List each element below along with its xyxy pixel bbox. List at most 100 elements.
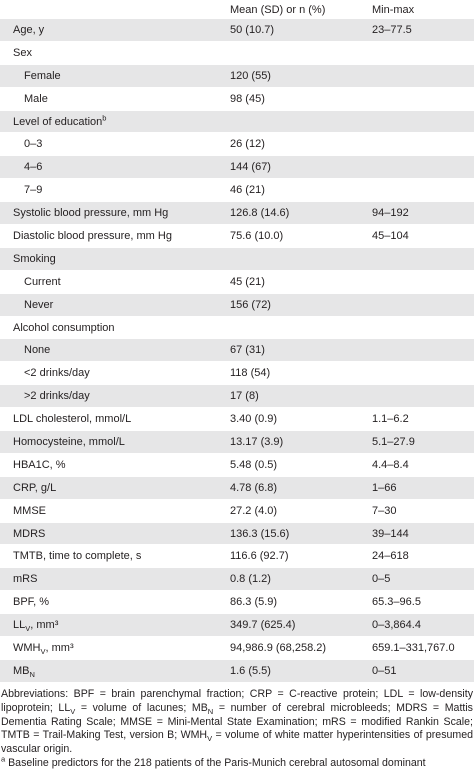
mean-cell: 26 (12)	[230, 138, 265, 151]
row-label: WMHV, mm³	[13, 641, 74, 657]
row-label: Male	[24, 93, 48, 105]
abbr-text: = volume of lacunes; MB	[75, 701, 208, 714]
row-label: Alcohol consumption	[13, 322, 115, 334]
table-row: TMTB, time to complete, s 116.6 (92.7) 24–…	[0, 544, 474, 567]
table-row: Level of educationb	[0, 109, 474, 133]
row-label: Female	[24, 70, 61, 82]
label-text: Age, y	[13, 23, 45, 36]
table-row: BPF, % 86.3 (5.9) 65.3–96.5	[0, 590, 474, 613]
label-text: Female	[24, 69, 61, 82]
label-text: Never	[24, 298, 54, 311]
range-cell: 659.1–331,767.0	[372, 641, 455, 654]
mean-cell: 349.7 (625.4)	[230, 619, 296, 632]
mean-cell: 5.48 (0.5)	[230, 458, 278, 471]
table-row: Sex	[0, 40, 474, 64]
row-label: 4–6	[24, 161, 42, 173]
table-row: <2 drinks/day 118 (54)	[0, 361, 474, 384]
label-text: >2 drinks/day	[24, 390, 90, 403]
mean-cell: 17 (8)	[230, 390, 259, 403]
row-label: Smoking	[13, 253, 56, 265]
mean-cell: 144 (67)	[230, 161, 271, 174]
mean-cell: 45 (21)	[230, 275, 265, 288]
label-text: Current	[24, 275, 61, 288]
row-label: Never	[24, 299, 53, 311]
mean-cell: 0.8 (1.2)	[230, 573, 271, 586]
table-row: 4–6 144 (67)	[0, 155, 474, 179]
row-label: Diastolic blood pressure, mm Hg	[13, 230, 172, 242]
label-subscript: N	[29, 670, 35, 680]
range-cell: 94–192	[372, 207, 409, 220]
row-label: <2 drinks/day	[24, 367, 90, 379]
row-label: LDL cholesterol, mmol/L	[13, 413, 131, 425]
range-cell: 7–30	[372, 504, 397, 517]
label-superscript: b	[102, 112, 107, 122]
row-label: None	[24, 344, 50, 356]
label-subscript: V	[25, 624, 31, 634]
row-label: Systolic blood pressure, mm Hg	[13, 207, 168, 219]
abbr-subscript: V	[207, 734, 213, 744]
range-cell: 23–77.5	[372, 23, 412, 36]
label-text: Level of education	[13, 115, 103, 128]
label-subscript: V	[40, 647, 46, 657]
row-label: Homocysteine, mmol/L	[13, 436, 125, 448]
row-label: 7–9	[24, 184, 42, 196]
label-text: Sex	[13, 46, 32, 59]
mean-cell: 126.8 (14.6)	[230, 207, 290, 220]
mean-cell: 86.3 (5.9)	[230, 596, 278, 609]
abbr-subscript: N	[207, 706, 214, 716]
range-cell: 39–144	[372, 527, 409, 540]
label-text: MMSE	[13, 504, 46, 517]
mean-cell: 27.2 (4.0)	[230, 504, 278, 517]
table-row: 0–3 26 (12)	[0, 132, 474, 155]
table-row: None 67 (31)	[0, 338, 474, 362]
row-label: LLV, mm³	[13, 619, 58, 634]
mean-cell: 3.40 (0.9)	[230, 413, 278, 426]
row-label: MBN	[13, 664, 35, 680]
table-row: Diastolic blood pressure, mm Hg 75.6 (10.…	[0, 224, 474, 247]
range-cell: 4.4–8.4	[372, 458, 409, 471]
note-marker: a	[1, 754, 6, 764]
row-label: HBA1C, %	[13, 459, 66, 471]
label-text: 0–3	[24, 138, 43, 151]
row-label: Age, y	[13, 24, 44, 36]
table-row: HBA1C, % 5.48 (0.5) 4.4–8.4	[0, 452, 474, 476]
label-text: Male	[24, 92, 48, 105]
mean-cell: 94,986.9 (68,258.2)	[230, 641, 327, 654]
label-text: HBA1C, %	[13, 458, 66, 471]
header-row: Mean (SD) or n (%) Min-max	[0, 0, 474, 18]
row-label: Current	[24, 276, 61, 288]
mean-cell: 120 (55)	[230, 69, 271, 82]
range-cell: 5.1–27.9	[372, 435, 415, 448]
table-row: MBN 1.6 (5.5) 0–51	[0, 658, 474, 682]
header-cell: Min-max	[372, 3, 415, 16]
table-row: Alcohol consumption	[0, 315, 474, 339]
abbreviations: Abbreviations: BPF = brain parenchymal f…	[1, 688, 473, 757]
label-text: mRS	[13, 573, 38, 586]
table-row: Smoking	[0, 246, 474, 270]
label-text: Diastolic blood pressure, mm Hg	[13, 229, 172, 242]
label-text: BPF, %	[13, 596, 50, 609]
range-cell: 65.3–96.5	[372, 596, 421, 609]
table-row: Age, y 50 (10.7) 23–77.5	[0, 18, 474, 41]
row-label: MMSE	[13, 505, 46, 517]
row-label: CRP, g/L	[13, 482, 56, 494]
table-row: Systolic blood pressure, mm Hg 126.8 (14.…	[0, 201, 474, 225]
note-text: Baseline predictors for the 218 patients…	[5, 756, 426, 769]
abbr-text: Abbreviations: BPF = brain parenchymal f…	[1, 688, 473, 714]
label-suffix: , mm³	[45, 641, 74, 654]
row-label: >2 drinks/day	[24, 390, 90, 402]
mean-cell: 156 (72)	[230, 298, 271, 311]
table-row: MMSE 27.2 (4.0) 7–30	[0, 498, 474, 522]
label-text: 7–9	[24, 184, 43, 197]
range-cell: 1–66	[372, 481, 397, 494]
label-text: LL	[13, 619, 26, 632]
table: Mean (SD) or n (%) Min-max Age, y 50 (10.…	[0, 0, 474, 682]
table-row: Current 45 (21)	[0, 269, 474, 293]
table-row: mRS 0.8 (1.2) 0–5	[0, 567, 474, 591]
mean-cell: 118 (54)	[230, 367, 271, 380]
label-text: LDL cholesterol, mmol/L	[13, 413, 132, 426]
range-cell: 0–3,864.4	[372, 619, 421, 632]
table-row: Female 120 (55)	[0, 63, 474, 87]
label-text: MB	[13, 664, 30, 677]
row-label: TMTB, time to complete, s	[13, 550, 141, 562]
